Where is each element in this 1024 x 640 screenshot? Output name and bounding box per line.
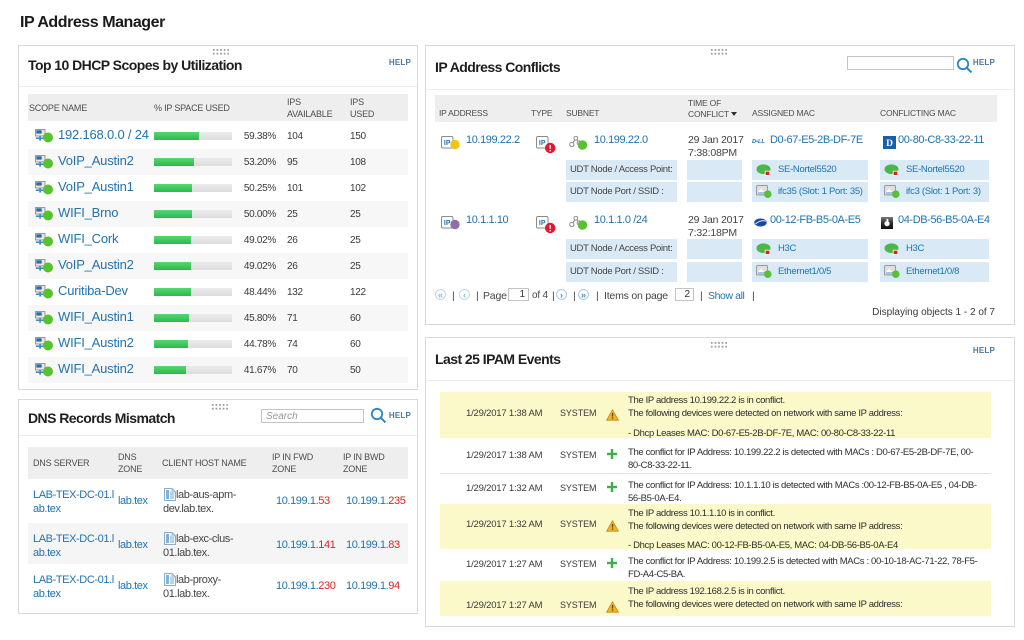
svg-text:IP: IP bbox=[539, 140, 546, 147]
svg-text:D•LL: D•LL bbox=[752, 139, 765, 145]
svg-text:D: D bbox=[886, 139, 893, 149]
svg-text:IP: IP bbox=[444, 220, 451, 227]
svg-text:IP: IP bbox=[444, 140, 451, 147]
svg-text:IP: IP bbox=[539, 220, 546, 227]
